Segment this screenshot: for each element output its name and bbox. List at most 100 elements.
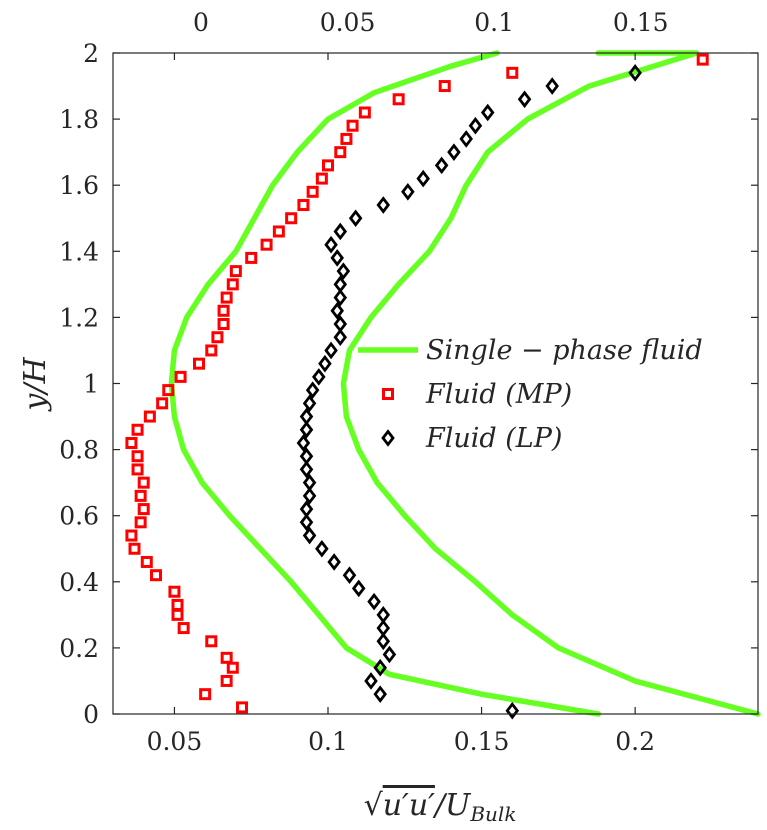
y-tick-label: 1.6 xyxy=(59,171,99,200)
mp-marker xyxy=(334,146,347,159)
lp-marker xyxy=(330,301,344,320)
mp-marker xyxy=(168,585,181,598)
y-tick-label: 0.8 xyxy=(59,436,99,465)
lp-marker xyxy=(318,354,332,373)
mp-marker xyxy=(171,598,184,611)
mp-marker xyxy=(211,331,224,344)
lp-marker xyxy=(324,235,338,254)
mp-marker xyxy=(322,159,334,172)
x-tick-label: 0.15 xyxy=(454,727,510,756)
mp-marker xyxy=(392,93,405,106)
mp-marker xyxy=(297,199,310,212)
mp-marker xyxy=(226,661,239,674)
lp-marker xyxy=(364,672,378,690)
lp-marker xyxy=(299,513,314,532)
lp-marker xyxy=(324,341,338,360)
x-axis-label: √u′u′/UBulk xyxy=(364,788,517,826)
mp-marker xyxy=(137,503,150,516)
x-tick-label: 0.05 xyxy=(147,727,203,756)
lp-marker xyxy=(376,632,391,651)
lp-marker xyxy=(628,64,642,82)
ticks-layer: 0.05 0.1 0.15 0.2 0 0.05 0.1 0.15 0 0.2 0.4 0.6 0.8 1… xyxy=(59,8,758,756)
mp-marker xyxy=(150,569,162,582)
mp-marker xyxy=(306,185,319,198)
lp-marker xyxy=(302,473,317,492)
lp-marker xyxy=(333,275,348,294)
mp-marker xyxy=(125,436,138,449)
lp-marker xyxy=(333,288,348,307)
mp-marker xyxy=(140,555,153,568)
legend-label: Single − phase fluid xyxy=(426,335,703,366)
lp-marker xyxy=(302,394,317,413)
y-axis-label: y/H xyxy=(18,357,53,413)
lp-marker xyxy=(299,407,314,426)
legend: Single − phase fluid Fluid (MP) Fluid (LP) xyxy=(358,335,703,454)
lp-marker xyxy=(348,209,363,228)
mp-marker xyxy=(137,476,150,489)
mp-marker xyxy=(226,278,239,291)
x-axis-label-sub: Bulk xyxy=(469,802,516,826)
lp-marker xyxy=(416,169,430,188)
y-tick-label: 0.4 xyxy=(59,568,99,597)
mp-marker xyxy=(134,516,147,529)
lp-marker xyxy=(327,553,341,571)
mp-marker xyxy=(245,251,258,264)
lp-marker xyxy=(336,262,351,280)
mp-marker xyxy=(340,132,353,145)
mp-marker xyxy=(193,357,205,370)
lp-marker xyxy=(545,77,559,95)
y-tick-label: 1 xyxy=(83,370,99,399)
lp-marker xyxy=(434,156,449,175)
top-x-tick-label: 0.15 xyxy=(613,8,669,37)
y-tick-label: 0.2 xyxy=(59,634,99,663)
mp-marker xyxy=(236,701,248,714)
mp-marker xyxy=(696,53,709,66)
y-tick-label: 2 xyxy=(83,39,99,68)
x-tick-label: 0.1 xyxy=(308,727,348,756)
y-tick-label: 1.4 xyxy=(59,237,99,266)
mp-marker xyxy=(177,622,190,635)
mp-marker xyxy=(438,80,451,93)
legend-label: Fluid (MP) xyxy=(425,379,572,410)
x-axis-label-sqrt: √ xyxy=(364,788,384,823)
mp-marker xyxy=(174,370,187,383)
mp-marker xyxy=(217,318,230,331)
mp-marker xyxy=(220,651,233,664)
lp-marker xyxy=(382,645,397,664)
lp-marker xyxy=(373,658,387,677)
mp-marker xyxy=(131,463,144,476)
mp-marker xyxy=(229,265,242,278)
lp-marker xyxy=(299,500,314,518)
lp-marker xyxy=(299,447,314,466)
lp-marker xyxy=(367,592,381,611)
lp-marker xyxy=(376,196,391,214)
lp-marker xyxy=(447,143,461,161)
lp-marker xyxy=(333,222,348,241)
single-phase-line-1 xyxy=(168,50,602,717)
top-x-tick-label: 0 xyxy=(193,8,209,37)
lp-marker xyxy=(296,434,311,452)
lp-marker xyxy=(351,579,366,598)
lp-marker xyxy=(333,315,348,333)
lp-marker xyxy=(330,249,344,267)
single-phase-line-2 xyxy=(340,50,761,717)
mp-marker xyxy=(199,688,212,701)
lp-marker xyxy=(305,381,320,399)
lp-marker xyxy=(299,420,314,439)
legend-swatch-lp xyxy=(381,429,395,447)
data-layer xyxy=(125,50,761,720)
lp-marker xyxy=(315,539,329,558)
mp-marker xyxy=(315,172,328,185)
y-tick-label: 0 xyxy=(83,700,99,729)
mp-marker xyxy=(125,529,138,542)
lp-marker xyxy=(517,90,532,109)
top-x-tick-label: 0.05 xyxy=(320,8,376,37)
lp-marker xyxy=(480,103,495,122)
y-tick-label: 1.8 xyxy=(59,105,99,134)
lp-marker xyxy=(376,606,391,624)
top-x-tick-label: 0.1 xyxy=(474,8,514,37)
lp-marker xyxy=(505,701,520,720)
y-tick-label: 1.2 xyxy=(59,303,99,332)
lp-marker xyxy=(373,685,387,703)
mp-marker xyxy=(143,410,156,423)
